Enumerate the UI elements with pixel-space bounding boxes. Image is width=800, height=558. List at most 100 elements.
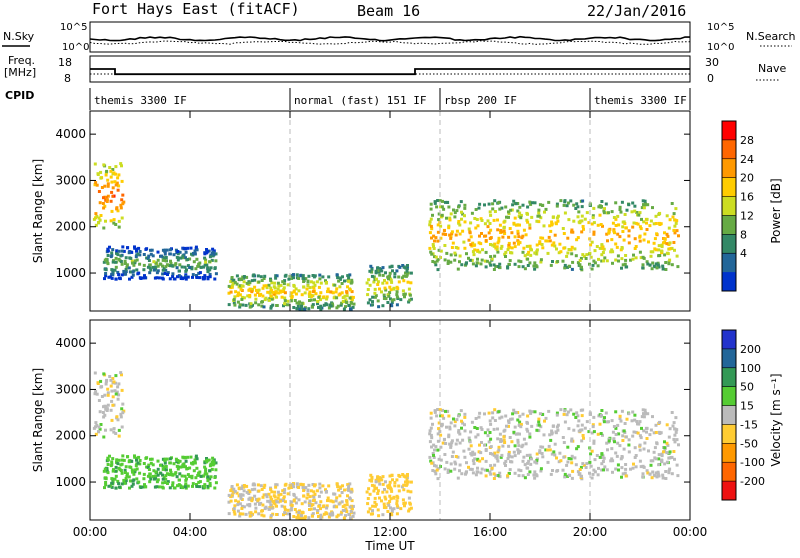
velocity-cell [366,502,370,506]
velocity-cell [109,408,113,412]
velocity-cell [263,483,267,487]
velocity-cell [599,414,603,418]
velocity-cell [533,460,537,464]
velocity-cell [105,407,109,411]
velocity-cell [100,395,104,398]
velocity-cell [192,460,195,464]
velocity-cell [114,432,118,435]
velocity-cell [130,468,134,472]
nave-label: Nave [758,62,786,75]
power-cell [521,234,525,238]
power-cell [510,231,514,235]
velocity-cell [178,459,182,463]
power-cell [585,253,589,257]
velocity-cell [105,409,109,412]
velocity-cell [122,478,126,482]
power-cell [501,235,505,239]
velocity-cell [496,474,500,477]
velocity-cell [464,471,468,475]
power-cell [229,290,233,294]
velocity-cell [489,472,493,476]
power-cell [516,229,520,233]
velocity-cell [541,445,545,449]
velocity-cell [453,424,457,428]
power-cell [135,249,138,253]
power-cell [208,272,212,276]
power-cell [207,249,211,253]
power-cell [145,256,149,260]
power-cell [562,246,566,250]
velocity-cell [657,463,661,467]
velocity-cell [592,439,596,443]
velocity-cell [498,471,502,475]
velocity-cell [590,476,594,480]
velocity-cell [137,455,141,459]
power-cell [106,249,110,253]
velocity-cell [186,455,190,459]
velocity-cell [402,488,406,492]
velocity-cell [172,462,176,466]
power-cell [282,282,286,286]
power-cell [276,287,280,291]
colorbar-tick-label: 4 [740,247,747,260]
power-cell [405,267,409,270]
power-cell [642,220,646,224]
velocity-cell [612,438,616,442]
power-cell [582,254,586,258]
velocity-cell [186,484,190,488]
velocity-cell [537,429,541,433]
colorbar-tick-label: 8 [740,228,747,241]
y-tick-label: 3000 [55,382,86,396]
velocity-cell [265,495,269,499]
power-cell [449,212,453,216]
power-cell [428,246,432,250]
power-cell [270,289,274,293]
power-cell [349,307,353,311]
power-cell [123,272,127,276]
power-cell [541,204,545,207]
velocity-cell [248,503,252,506]
power-cell [120,249,124,253]
power-cell [540,243,544,246]
power-cell [569,199,573,203]
power-cell [238,303,242,307]
velocity-cell [478,411,482,415]
velocity-cell [146,474,150,478]
velocity-cell [523,476,527,480]
power-cell [666,234,670,238]
velocity-cell [276,496,280,500]
power-cell [382,297,386,300]
power-cell [292,276,296,280]
velocity-cell [601,460,605,463]
power-cell [302,280,306,283]
time-axis-label: Time UT [364,539,415,553]
power-cell [262,277,266,280]
power-cell [655,266,659,270]
velocity-cell [373,500,377,504]
power-cell [510,246,514,250]
power-cell [556,214,560,218]
power-cell [527,250,531,254]
velocity-cell [438,408,442,412]
velocity-cell [235,491,239,495]
power-cell [245,275,249,279]
velocity-cell [177,483,181,487]
velocity-cell [440,422,444,426]
power-cell [186,246,190,250]
velocity-cell [286,492,290,496]
power-cell [388,291,392,294]
velocity-cell [463,415,467,419]
power-cell [123,262,127,265]
velocity-cell [295,510,299,514]
power-cell [272,285,276,289]
velocity-cell [474,435,478,439]
power-cell [381,266,385,270]
velocity-cell [624,474,628,478]
velocity-cell [275,500,279,504]
colorbar-tick-label: 100 [740,362,761,375]
velocity-cell [137,480,141,484]
velocity-cell [269,503,273,507]
power-cell [640,217,643,221]
